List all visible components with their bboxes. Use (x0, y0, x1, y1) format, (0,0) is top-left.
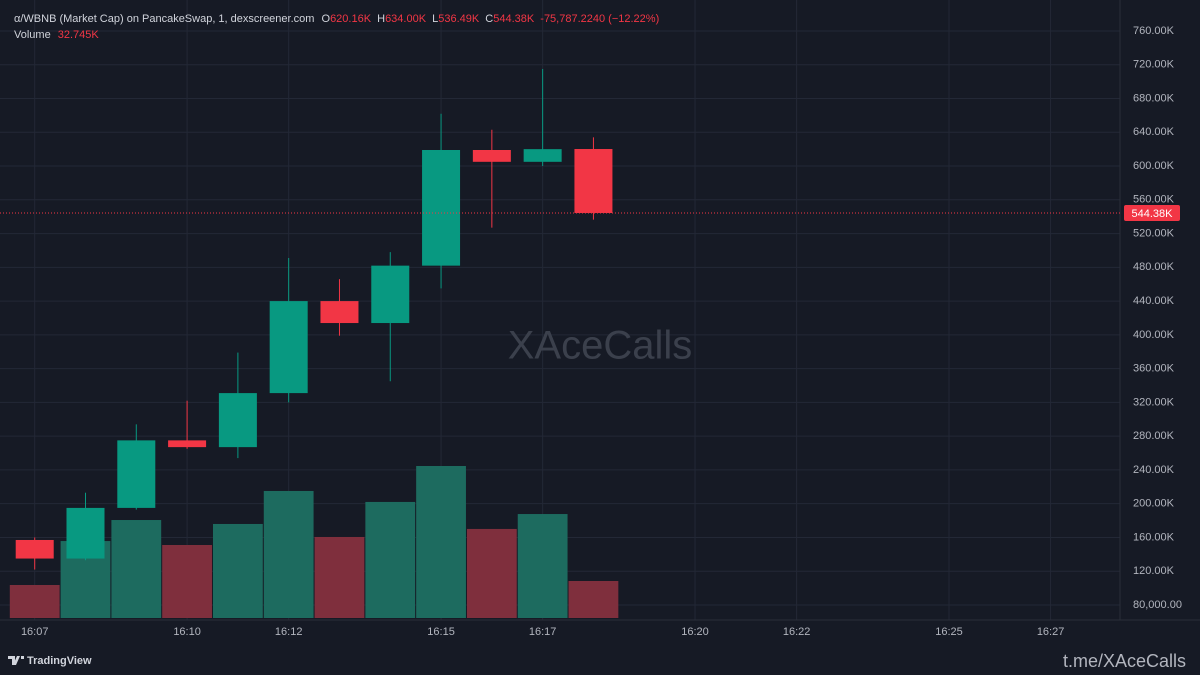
ohlc-key: C (485, 13, 493, 25)
y-tick-label: 160.00K (1133, 531, 1175, 543)
volume-value: 32.745K (58, 29, 100, 41)
x-tick-label: 16:07 (21, 626, 49, 638)
y-tick-label: 760.00K (1133, 25, 1175, 37)
last-price-badge (1124, 204, 1180, 221)
x-tick-label: 16:10 (173, 626, 201, 638)
volume-label: Volume (14, 29, 51, 41)
candle-body (472, 149, 511, 162)
grid (0, 0, 1120, 620)
y-tick-label: 680.00K (1133, 92, 1175, 104)
y-tick-label: 440.00K (1133, 295, 1175, 307)
x-tick-label: 16:25 (935, 626, 963, 638)
candle-body (117, 440, 156, 508)
watermark: XAceCalls (508, 324, 693, 368)
x-tick-label: 16:17 (529, 626, 557, 638)
volume-bar (416, 466, 466, 618)
x-tick-label: 16:20 (681, 626, 709, 638)
y-tick-label: 560.00K (1133, 194, 1175, 206)
y-tick-label: 320.00K (1133, 396, 1175, 408)
candle-body (66, 507, 105, 559)
candle-body (269, 301, 308, 394)
y-tick-label: 80,000.00 (1133, 599, 1182, 611)
y-tick-label: 640.00K (1133, 126, 1175, 138)
x-tick-label: 16:12 (275, 626, 303, 638)
ohlc-key: L (432, 13, 438, 25)
volume-layer (9, 466, 619, 618)
ohlc-value: 536.49K (438, 13, 480, 25)
candle-body (168, 440, 207, 448)
volume-bar (314, 536, 365, 618)
candle-body (15, 539, 54, 559)
volume-bar (517, 514, 568, 618)
y-tick-label: 280.00K (1133, 430, 1175, 442)
ohlc-value: 620.16K (330, 13, 372, 25)
x-tick-label: 16:27 (1037, 626, 1065, 638)
candle-body (320, 301, 359, 324)
ohlc-value: 544.38K (493, 13, 535, 25)
volume-bar (9, 585, 60, 618)
change: -75,787.2240 (−12.22%) (540, 13, 659, 25)
last-price-label: 544.38K (1132, 208, 1174, 220)
y-tick-label: 520.00K (1133, 227, 1175, 239)
volume-bar (466, 528, 517, 618)
candle-body (574, 149, 613, 213)
footer-link: t.me/XAceCalls (1063, 651, 1186, 671)
ohlc-value: 634.00K (385, 13, 427, 25)
volume-bar (162, 544, 212, 618)
candle-body (218, 393, 257, 448)
ohlc-key: H (377, 13, 385, 25)
y-tick-label: 120.00K (1133, 565, 1175, 577)
volume-bar (263, 490, 314, 618)
volume-bar (568, 580, 619, 618)
candle-layer (15, 68, 613, 570)
volume-bar (212, 523, 263, 618)
tradingview-logo: TradingView (8, 655, 92, 667)
legend-header: α/WBNB (Market Cap) on PancakeSwap, 1, d… (14, 13, 659, 25)
candle-body (371, 265, 410, 324)
y-tick-label: 240.00K (1133, 464, 1175, 476)
branding: TradingView (27, 655, 92, 667)
volume-bar (365, 501, 416, 618)
x-tick-label: 16:15 (427, 626, 455, 638)
y-tick-label: 480.00K (1133, 261, 1175, 273)
ohlc-key: O (322, 13, 331, 25)
x-tick-label: 16:22 (783, 626, 811, 638)
candle-body (523, 149, 562, 162)
candle-body (422, 149, 461, 266)
logo-icon (8, 656, 24, 665)
y-tick-label: 400.00K (1133, 329, 1175, 341)
symbol-title: α/WBNB (Market Cap) on PancakeSwap, 1, d… (14, 13, 314, 25)
y-tick-label: 200.00K (1133, 498, 1175, 510)
volume-bar (111, 520, 162, 618)
y-tick-label: 720.00K (1133, 59, 1175, 71)
volume-legend: Volume 32.745K (14, 29, 99, 41)
y-tick-label: 600.00K (1133, 160, 1175, 172)
y-tick-label: 360.00K (1133, 363, 1175, 375)
